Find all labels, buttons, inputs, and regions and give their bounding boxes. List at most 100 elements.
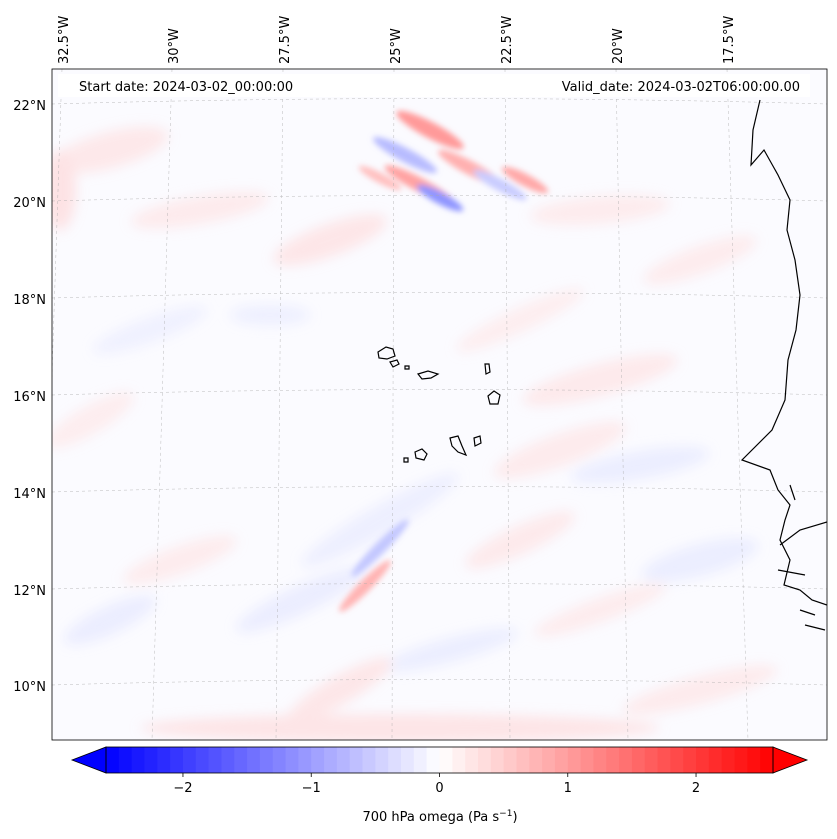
lon-label: 17.5°W xyxy=(722,16,737,64)
map-gridlines xyxy=(52,69,827,740)
colorbar-segment xyxy=(247,747,261,773)
colorbar-segment xyxy=(452,747,466,773)
map-frame xyxy=(51,68,828,741)
lat-label: 20°N xyxy=(13,196,46,211)
longitude-labels: 32.5°W 30°W 27.5°W 25°W 22.5°W 20°W 17.5… xyxy=(57,16,737,64)
colorbar-segment xyxy=(683,747,697,773)
map-panel xyxy=(52,69,827,740)
colorbar-segment xyxy=(336,747,351,773)
island-sao-nicolau xyxy=(416,370,440,380)
lon-label: 32.5°W xyxy=(57,16,72,64)
island-santo-antao xyxy=(377,346,396,360)
colorbar-segment xyxy=(657,747,671,773)
colorbar-segment xyxy=(465,747,479,773)
lat-label: 16°N xyxy=(13,390,46,405)
colorbar-segment xyxy=(106,747,120,773)
lon-label: 27.5°W xyxy=(278,16,293,64)
lat-label: 12°N xyxy=(13,584,46,599)
island-boa-vista xyxy=(487,390,501,405)
colorbar-segment xyxy=(760,747,774,773)
colorbar-segment xyxy=(234,747,248,773)
omega-field xyxy=(52,110,778,740)
colorbar-segment xyxy=(157,747,171,773)
colorbar-high-extension xyxy=(772,746,809,774)
island-maio xyxy=(473,435,482,447)
island-santa-luzia xyxy=(404,365,410,370)
lat-label: 14°N xyxy=(13,487,46,502)
colorbar-segment xyxy=(696,747,710,773)
start-date-label: Start date: 2024-03-02_00:00:00 xyxy=(79,80,293,95)
colorbar-tick-label: 0 xyxy=(435,781,443,796)
colorbar-segment xyxy=(144,747,158,773)
colorbar-segment xyxy=(721,747,736,773)
lon-label: 22.5°W xyxy=(500,16,515,64)
colorbar-segment xyxy=(118,747,133,773)
colorbar-segment xyxy=(182,747,197,773)
colorbar-ticks: −2 −1 0 1 2 xyxy=(173,773,700,796)
africa-coastline xyxy=(740,99,827,606)
island-fogo xyxy=(414,448,428,461)
colorbar-segment xyxy=(375,747,389,773)
coastlines xyxy=(377,99,827,631)
colorbar-segment xyxy=(542,747,556,773)
island-brava xyxy=(403,457,409,463)
colorbar-segment xyxy=(747,747,761,773)
island-sal xyxy=(484,363,491,375)
colorbar-tick-label: 2 xyxy=(692,781,700,796)
colorbar-segment xyxy=(221,747,235,773)
colorbar-segment xyxy=(606,747,620,773)
colorbar-segment xyxy=(388,747,402,773)
colorbar-segment xyxy=(401,747,415,773)
lat-label: 18°N xyxy=(13,293,46,308)
colorbar-segment xyxy=(477,747,492,773)
colorbar-segment xyxy=(708,747,723,773)
colorbar-segment xyxy=(580,747,594,773)
colorbar-low-extension xyxy=(70,746,107,774)
colorbar-segment xyxy=(670,747,684,773)
colorbar-segment xyxy=(298,747,312,773)
colorbar-segment xyxy=(426,747,440,773)
colorbar-segment xyxy=(131,747,145,773)
colorbar-segment xyxy=(619,747,633,773)
colorbar-segment xyxy=(362,747,376,773)
colorbar-segments xyxy=(106,747,774,773)
colorbar-segment xyxy=(631,747,646,773)
header-strip xyxy=(58,74,810,97)
colorbar-tick-label: 1 xyxy=(564,781,572,796)
colorbar-segment xyxy=(285,747,299,773)
lat-label: 10°N xyxy=(13,680,46,695)
colorbar-segment xyxy=(170,747,184,773)
colorbar-segment xyxy=(644,747,659,773)
colorbar-segment xyxy=(349,747,364,773)
colorbar-segment xyxy=(554,747,569,773)
colorbar-tick-label: −2 xyxy=(173,781,192,796)
colorbar: −2 −1 0 1 2 700 hPa omega (Pa s−1) xyxy=(70,746,809,825)
colorbar-segment xyxy=(324,747,338,773)
island-sao-vicente xyxy=(389,359,400,368)
lon-label: 20°W xyxy=(611,28,626,64)
colorbar-tick-label: −1 xyxy=(302,781,321,796)
colorbar-segment xyxy=(439,747,453,773)
colorbar-label: 700 hPa omega (Pa s−1) xyxy=(362,809,517,825)
colorbar-segment xyxy=(529,747,543,773)
coast-inlet xyxy=(777,484,827,631)
colorbar-segment xyxy=(413,747,428,773)
island-santiago xyxy=(449,435,468,457)
colorbar-segment xyxy=(311,747,325,773)
colorbar-segment xyxy=(567,747,582,773)
latitude-labels: 22°N 20°N 18°N 16°N 14°N 12°N 10°N xyxy=(13,99,46,695)
lon-label: 25°W xyxy=(389,28,404,64)
colorbar-segment xyxy=(516,747,530,773)
colorbar-segment xyxy=(272,747,287,773)
valid-date-label: Valid_date: 2024-03-02T06:00:00.00 xyxy=(562,80,800,95)
colorbar-segment xyxy=(734,747,748,773)
lat-label: 22°N xyxy=(13,99,46,114)
lon-label: 30°W xyxy=(167,28,182,64)
colorbar-segment xyxy=(195,747,210,773)
colorbar-segment xyxy=(503,747,517,773)
colorbar-segment xyxy=(593,747,607,773)
colorbar-segment xyxy=(208,747,222,773)
colorbar-segment xyxy=(490,747,505,773)
colorbar-segment xyxy=(259,747,274,773)
